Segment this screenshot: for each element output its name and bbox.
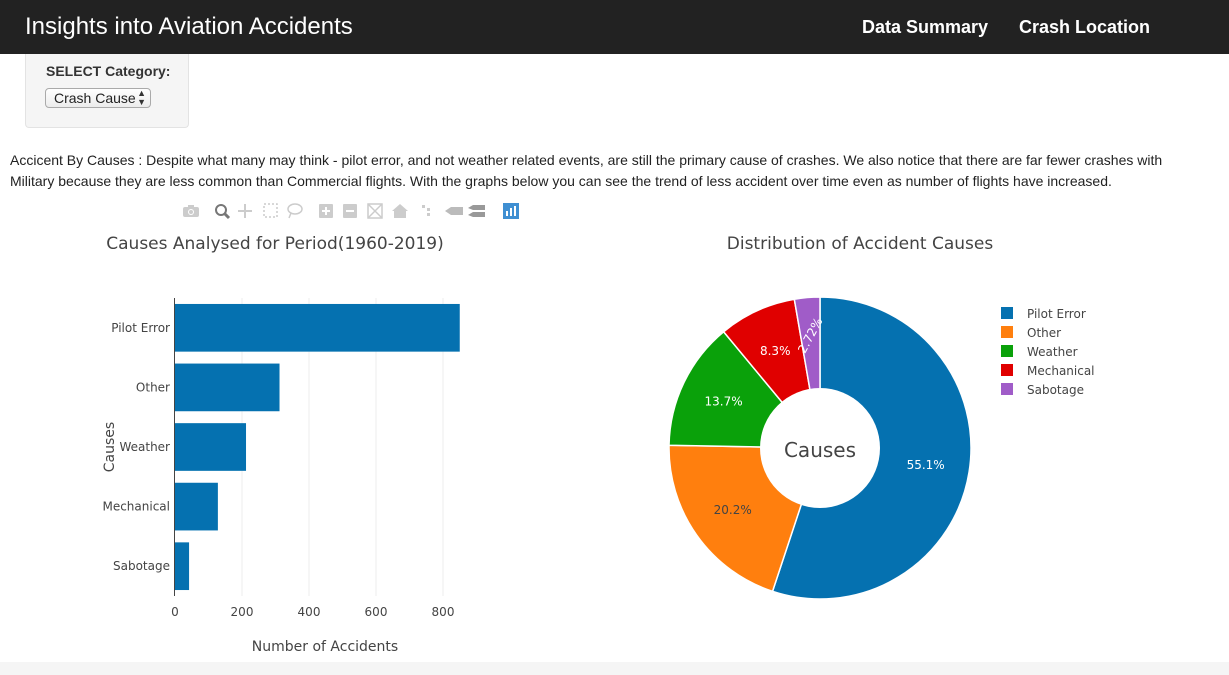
zoom-icon[interactable]	[215, 204, 231, 220]
legend-item-label[interactable]: Other	[1027, 326, 1061, 340]
bar-sabotage[interactable]	[175, 542, 190, 591]
legend-item-label[interactable]: Sabotage	[1027, 383, 1084, 397]
app-title[interactable]: Insights into Aviation Accidents	[25, 13, 353, 40]
nav-crash-location[interactable]: Crash Location	[1019, 17, 1151, 37]
category-panel: SELECT Category: Crash Cause ▲ ▼	[25, 54, 189, 128]
zoom-out-icon[interactable]	[343, 204, 357, 218]
compare-data-icon[interactable]	[468, 205, 485, 217]
pie-percent-label: 13.7%	[705, 395, 743, 409]
select-arrows-icon: ▲ ▼	[137, 88, 146, 107]
reset-axes-icon[interactable]	[392, 204, 408, 218]
bar-chart-x-tick-label: 400	[298, 605, 321, 619]
show-closest-icon[interactable]	[445, 207, 463, 215]
pan-icon[interactable]	[238, 204, 252, 218]
bar-pilot-error[interactable]	[175, 303, 460, 352]
zoom-in-icon[interactable]	[319, 204, 333, 218]
chart-modebar	[183, 203, 519, 220]
bar-chart-x-tick-label: 200	[231, 605, 254, 619]
bar-other[interactable]	[175, 363, 280, 412]
legend-swatch[interactable]	[1001, 326, 1013, 338]
pie-chart-hole	[760, 388, 880, 508]
bar-chart-category-label: Mechanical	[102, 500, 170, 514]
legend-item-label[interactable]: Weather	[1027, 345, 1078, 359]
bar-chart-bars	[175, 303, 460, 591]
bar-mechanical[interactable]	[175, 482, 218, 531]
plotly-logo-icon[interactable]	[503, 203, 519, 219]
legend-item-label[interactable]: Mechanical	[1027, 364, 1095, 378]
bar-chart-category-label: Other	[136, 380, 170, 394]
pie-percent-label: 20.2%	[714, 503, 752, 517]
bar-chart-x-tick-label: 0	[171, 605, 179, 619]
navbar: Insights into Aviation Accidents Data Su…	[0, 0, 1229, 54]
pie-chart-legend: Pilot Error Other Weather Mechanical Sabotag…	[1001, 307, 1095, 397]
legend-swatch[interactable]	[1001, 345, 1013, 357]
bar-chart-x-tick-label: 600	[365, 605, 388, 619]
pie-percent-label: 55.1%	[907, 458, 945, 472]
pie-chart-center-label: Causes	[784, 438, 856, 462]
bar-chart-y-axis-title: Causes	[102, 422, 118, 472]
legend-swatch[interactable]	[1001, 383, 1013, 395]
lasso-select-icon[interactable]	[287, 203, 303, 219]
legend-item-label[interactable]: Pilot Error	[1027, 307, 1086, 321]
pie-chart-title: Distribution of Accident Causes	[727, 234, 994, 254]
bar-chart-category-label: Sabotage	[113, 559, 170, 573]
box-select-icon[interactable]	[263, 203, 278, 218]
bar-weather[interactable]	[175, 423, 247, 471]
description-text: Accicent By Causes : Despite what many m…	[10, 152, 1163, 189]
bar-chart-y-tick-labels: Pilot Error Other Weather Mechanical Sabotag…	[102, 321, 170, 573]
legend-swatch[interactable]	[1001, 364, 1013, 376]
category-select-value: Crash Cause	[54, 90, 136, 106]
category-select[interactable]: Crash Cause ▲ ▼	[45, 88, 151, 108]
camera-icon[interactable]	[183, 205, 199, 217]
bar-chart-category-label: Pilot Error	[111, 321, 170, 335]
bar-chart-x-axis-title: Number of Accidents	[252, 639, 398, 655]
bar-chart-x-tick-label: 800	[432, 605, 455, 619]
pie-percent-label: 8.3%	[760, 344, 791, 358]
bar-chart-x-tick-labels: 0 200 400 600 800	[171, 605, 454, 619]
autoscale-icon[interactable]	[367, 203, 383, 219]
bar-chart-category-label: Weather	[119, 440, 170, 454]
nav-data-summary[interactable]: Data Summary	[862, 17, 989, 37]
select-category-label: SELECT Category:	[46, 63, 171, 79]
bar-chart-title: Causes Analysed for Period(1960-2019)	[106, 234, 443, 254]
toggle-spike-lines-icon[interactable]	[422, 205, 430, 216]
page-footer	[0, 662, 1229, 675]
legend-swatch[interactable]	[1001, 307, 1013, 319]
